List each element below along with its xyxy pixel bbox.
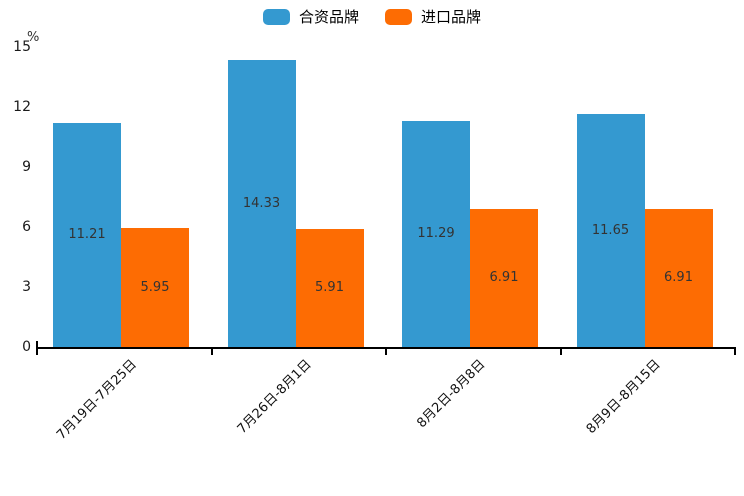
y-tick-label: 9 xyxy=(22,159,31,175)
legend-label: 进口品牌 xyxy=(421,7,482,26)
y-tick-label: 0 xyxy=(22,339,31,355)
bar-value-label: 11.65 xyxy=(591,222,630,238)
bar-segment xyxy=(121,228,189,347)
bar-value-label: 11.21 xyxy=(68,226,106,242)
bar-value-label: 6.91 xyxy=(489,269,519,285)
bar-segment xyxy=(576,114,645,347)
x-tick-label: 7月26日-8月1日 xyxy=(234,357,315,437)
x-axis-tick xyxy=(36,341,38,355)
bar-segment xyxy=(402,121,470,347)
bar-segment xyxy=(644,208,713,347)
y-axis-unit-label: % xyxy=(27,30,40,45)
x-tick-label: 8月2日-8月8日 xyxy=(414,357,489,432)
y-tick-label: 12 xyxy=(13,99,31,115)
y-tick-label: 6 xyxy=(22,219,31,235)
x-axis-tick xyxy=(559,347,562,355)
x-axis-tick xyxy=(385,347,387,355)
bar-value-label: 5.95 xyxy=(140,279,170,295)
legend-swatch-icon xyxy=(262,9,290,25)
legend-item[interactable]: 进口品牌 xyxy=(385,9,481,25)
x-axis-tick xyxy=(734,347,736,355)
bar-segment xyxy=(295,228,364,347)
legend-swatch-icon xyxy=(385,9,412,25)
bar-value-label: 5.91 xyxy=(315,279,344,295)
bar-segment xyxy=(470,208,538,347)
y-tick-label: 3 xyxy=(22,279,31,295)
bar-segment xyxy=(53,122,121,347)
bar-segment xyxy=(227,60,296,347)
legend: 合资品牌 进口品牌 xyxy=(0,6,744,28)
bar-value-label: 11.29 xyxy=(417,226,455,242)
x-tick-label: 7月19日-7月25日 xyxy=(54,357,140,443)
bar-value-label: 14.33 xyxy=(242,195,281,211)
bar-value-label: 6.91 xyxy=(664,269,693,285)
x-tick-label: 8月9日-8月15日 xyxy=(583,357,664,437)
x-axis-tick xyxy=(210,347,213,355)
legend-label: 合资品牌 xyxy=(298,7,359,26)
legend-item[interactable]: 合资品牌 xyxy=(262,7,359,26)
y-tick-label: 15 xyxy=(13,39,31,55)
